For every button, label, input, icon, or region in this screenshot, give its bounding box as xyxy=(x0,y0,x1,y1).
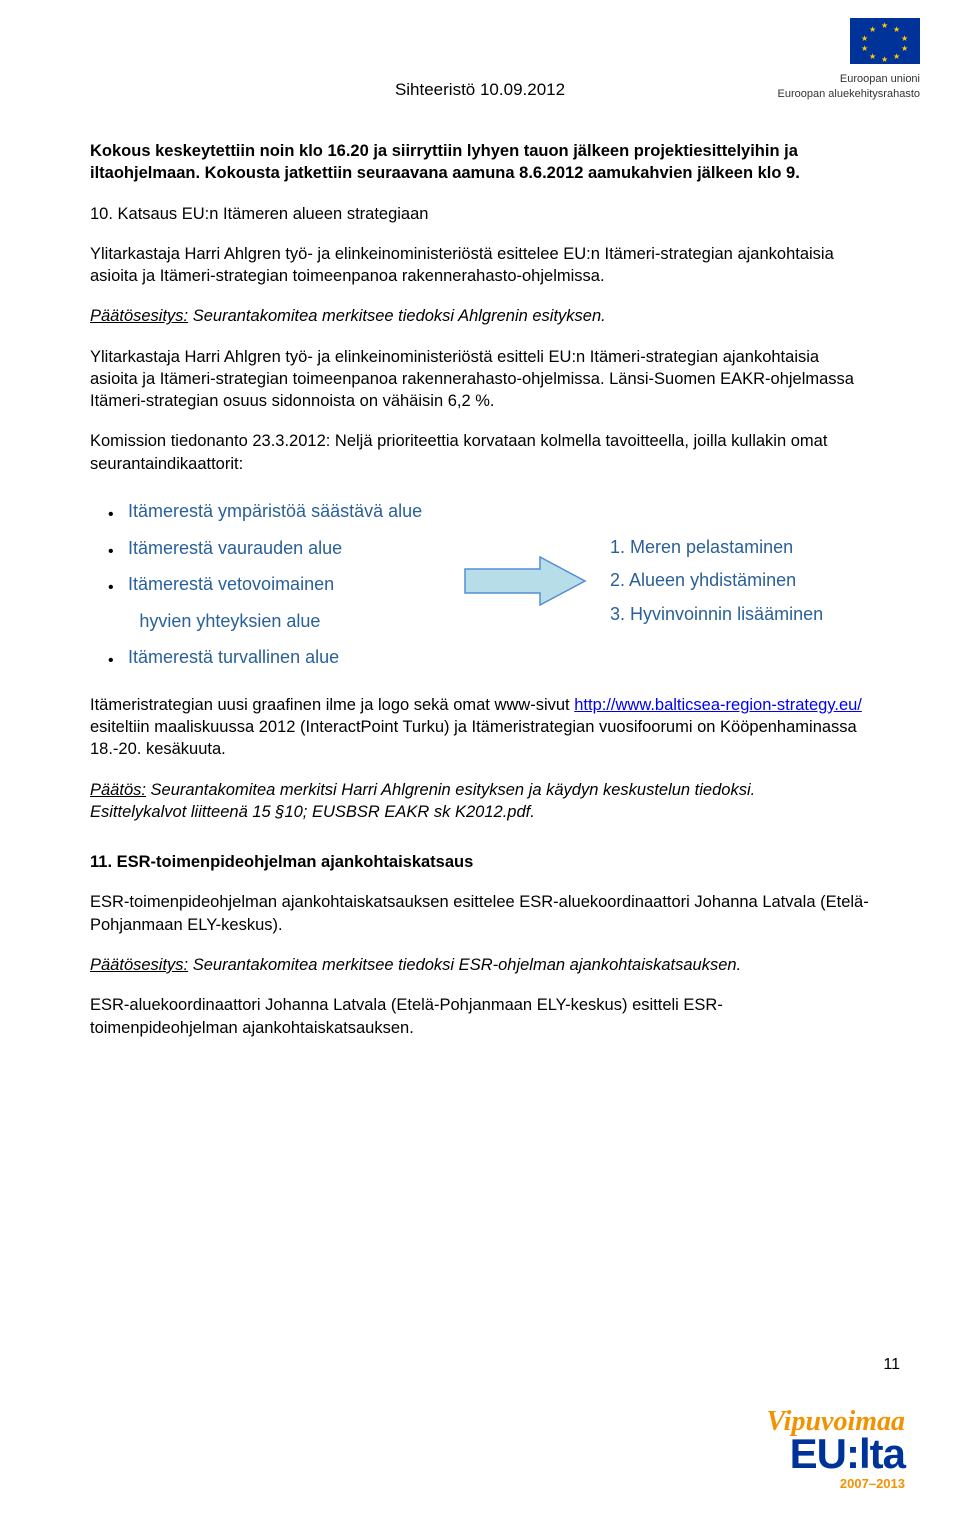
numbered-goals: 1. Meren pelastaminen 2. Alueen yhdistäm… xyxy=(610,531,823,631)
eu-text-line2: Euroopan aluekehitysrahasto xyxy=(720,87,920,101)
bullet-subline-text: hyvien yhteyksien alue xyxy=(139,611,320,631)
numbered-item: 3. Hyvinvoinnin lisääminen xyxy=(610,598,823,631)
footer-logo: Vipuvoimaa EU:lta 2007–2013 xyxy=(767,1409,905,1491)
years-text: 2007–2013 xyxy=(767,1476,905,1491)
decision-text: Seurantakomitea merkitsee tiedoksi Ahlgr… xyxy=(188,307,606,325)
document-body: Kokous keskeytettiin noin klo 16.20 ja s… xyxy=(90,140,870,1039)
bullets-and-numbers: Itämerestä ympäristöä säästävä alue Itäm… xyxy=(90,493,870,676)
eu-flag-icon: ★ ★ ★ ★ ★ ★ ★ ★ ★ ★ xyxy=(850,18,920,64)
decision-1: Päätös: Seurantakomitea merkitsi Harri A… xyxy=(90,779,870,824)
heading-10: 10. Katsaus EU:n Itämeren alueen strateg… xyxy=(90,203,870,225)
eu-text-line1: Euroopan unioni xyxy=(720,72,920,86)
para6-post: esiteltiin maaliskuussa 2012 (InteractPo… xyxy=(90,718,857,758)
decision-text: Seurantakomitea merkitsi Harri Ahlgrenin… xyxy=(146,781,755,799)
paragraph-6: Itämeristrategian uusi graafinen ilme ja… xyxy=(90,694,870,761)
page-number: 11 xyxy=(883,1356,900,1374)
decision-text: Seurantakomitea merkitsee tiedoksi ESR-o… xyxy=(188,956,741,974)
decision-label: Päätös: xyxy=(90,781,146,799)
numbered-item: 1. Meren pelastaminen xyxy=(610,531,823,564)
eulta-text: EU:lta xyxy=(767,1434,905,1474)
eu-logo-block: ★ ★ ★ ★ ★ ★ ★ ★ ★ ★ Euroopan unioni Euro… xyxy=(720,18,920,101)
decision-proposal-1: Päätösesitys: Seurantakomitea merkitsee … xyxy=(90,305,870,327)
strategy-link[interactable]: http://www.balticsea-region-strategy.eu/ xyxy=(574,696,862,714)
para6-pre: Itämeristrategian uusi graafinen ilme ja… xyxy=(90,696,574,714)
paragraph-8: ESR-toimenpideohjelman ajankohtaiskatsau… xyxy=(90,891,870,936)
bullet-item: Itämerestä ympäristöä säästävä alue xyxy=(128,493,870,530)
numbered-item: 2. Alueen yhdistäminen xyxy=(610,564,823,597)
decision-label: Päätösesitys: xyxy=(90,307,188,325)
attachment-note: Esittelykalvot liitteenä 15 §10; EUSBSR … xyxy=(90,803,535,821)
document-page: ★ ★ ★ ★ ★ ★ ★ ★ ★ ★ Euroopan unioni Euro… xyxy=(0,0,960,1519)
decision-label: Päätösesitys: xyxy=(90,956,188,974)
paragraph-5: Komission tiedonanto 23.3.2012: Neljä pr… xyxy=(90,430,870,475)
bullet-item: Itämerestä turvallinen alue xyxy=(128,639,870,676)
heading-11: 11. ESR-toimenpideohjelman ajankohtaiska… xyxy=(90,851,870,873)
decision-proposal-2: Päätösesitys: Seurantakomitea merkitsee … xyxy=(90,954,870,976)
paragraph-4: Ylitarkastaja Harri Ahlgren työ- ja elin… xyxy=(90,346,870,413)
arrow-icon xyxy=(460,551,590,611)
paragraph-intro: Kokous keskeytettiin noin klo 16.20 ja s… xyxy=(90,140,870,185)
paragraph-2: Ylitarkastaja Harri Ahlgren työ- ja elin… xyxy=(90,243,870,288)
paragraph-10: ESR-aluekoordinaattori Johanna Latvala (… xyxy=(90,994,870,1039)
